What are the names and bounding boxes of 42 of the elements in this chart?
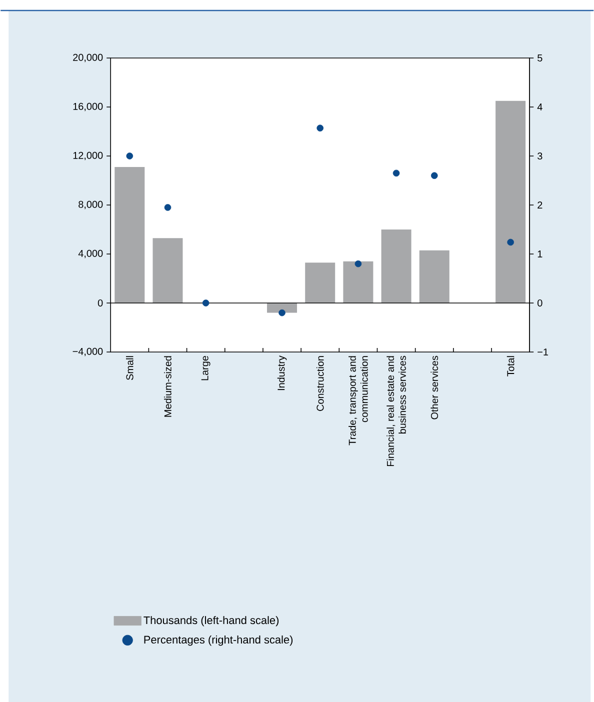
bar [114,167,145,303]
y-tick-label: 12,000 [73,152,103,160]
bar [343,261,374,303]
y2-tick-label: −1 [538,348,548,356]
y2-tick-label: 0 [537,299,542,307]
y2-tick-label: 1 [538,250,542,258]
y2-tick-label: 3 [537,152,542,160]
y-tick-label: 8,000 [78,200,103,210]
y-tick-label: −4,000 [72,348,103,356]
point [126,152,133,160]
point [316,124,324,132]
y2-tick-label: 2 [538,202,542,208]
point [392,170,400,177]
x-tick-label: Construction [316,356,324,411]
y2-tick-label: 4 [537,104,542,110]
y-tick-label: 16,000 [73,102,103,112]
x-tick-label: Trade, transport and communication [348,356,368,446]
point [430,172,438,179]
bar [495,100,526,303]
point [164,204,172,211]
x-tick-label: Large [201,356,210,380]
bar [419,250,450,303]
y2-tick-label: 5 [537,54,542,62]
y-tick-label: 4,000 [78,250,103,258]
point [354,260,362,268]
bar [305,262,336,303]
y-tick-label: 0 [98,299,103,307]
legend-label: Percentages (right-hand scale) [144,636,292,646]
x-tick-label: Small [126,356,134,380]
x-tick-label: Total [506,356,514,376]
bar [381,229,412,303]
point [507,238,514,246]
bar [152,238,183,303]
bar [266,302,297,313]
x-tick-label: Medium-sized [164,356,172,417]
legend-label: Thousands (left-hand scale) [144,616,278,626]
point [278,309,286,316]
x-tick-label: Other services [430,356,438,420]
y-tick-label: 20,000 [73,54,103,62]
x-tick-label: Financial, real estate and business services [386,356,406,466]
x-tick-label: Industry [277,356,287,390]
point [202,300,210,306]
